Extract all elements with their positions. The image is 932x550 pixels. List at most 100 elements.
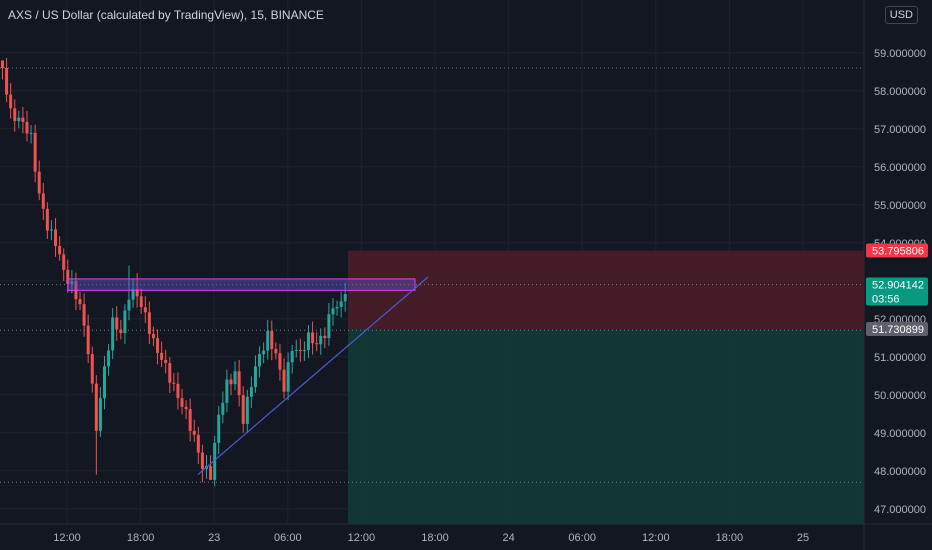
candle-up xyxy=(233,371,237,385)
y-tick-label: 50.000000 xyxy=(874,390,926,402)
candle-up xyxy=(286,362,290,392)
candle-down xyxy=(209,465,213,480)
candle-down xyxy=(115,317,119,330)
candle-up xyxy=(266,331,270,351)
candle-up xyxy=(335,306,339,309)
candle-up xyxy=(111,317,115,351)
y-tick-label: 55.000000 xyxy=(874,200,926,212)
candle-down xyxy=(315,343,319,345)
candle-down xyxy=(143,307,147,313)
candle-down xyxy=(180,398,184,407)
last-price-label-bg xyxy=(866,277,928,306)
candle-down xyxy=(33,132,37,172)
x-tick-label: 06:00 xyxy=(274,532,302,544)
target-price-label-bg xyxy=(866,322,928,337)
x-tick-label: 18:00 xyxy=(421,532,449,544)
candle-down xyxy=(94,383,98,431)
x-tick-label: 25 xyxy=(797,532,809,544)
candle-down xyxy=(119,329,123,334)
x-tick-label: 12:00 xyxy=(53,532,81,544)
candle-up xyxy=(221,402,225,415)
candle-down xyxy=(5,68,9,95)
y-tick-label: 48.000000 xyxy=(874,466,926,478)
candle-up xyxy=(29,132,33,134)
candle-down xyxy=(54,229,58,246)
currency-selector[interactable]: USD xyxy=(884,6,918,24)
y-tick-label: 57.000000 xyxy=(874,124,926,136)
candle-down xyxy=(278,353,282,370)
candle-up xyxy=(131,289,135,300)
candle-up xyxy=(343,294,347,302)
candle-down xyxy=(274,349,278,354)
candle-down xyxy=(90,354,94,384)
candle-down xyxy=(9,94,13,109)
candle-up xyxy=(319,335,323,345)
x-tick-label: 18:00 xyxy=(127,532,155,544)
candle-up xyxy=(127,299,131,311)
stop-price-label: 53.795806 xyxy=(872,246,924,258)
candle-up xyxy=(245,396,249,424)
y-tick-label: 59.000000 xyxy=(874,48,926,60)
candle-down xyxy=(139,296,143,308)
candle-down xyxy=(151,333,155,339)
candle-down xyxy=(196,434,200,453)
candle-down xyxy=(168,363,172,383)
candle-up xyxy=(262,350,266,355)
chart-title: AXS / US Dollar (calculated by TradingVi… xyxy=(8,8,324,22)
candle-down xyxy=(25,121,29,134)
candle-down xyxy=(237,371,241,396)
candle-down xyxy=(13,108,17,122)
candle-down xyxy=(58,245,62,255)
candle-down xyxy=(270,331,274,350)
x-tick-label: 12:00 xyxy=(348,532,376,544)
candle-down xyxy=(192,430,196,435)
candle-down xyxy=(82,304,86,326)
candle-up xyxy=(290,350,294,363)
y-tick-label: 51.000000 xyxy=(874,352,926,364)
candle-up xyxy=(123,310,127,334)
candle-up xyxy=(98,398,102,431)
candle-up xyxy=(213,442,217,480)
take-profit-zone xyxy=(348,329,864,524)
y-tick-label: 49.000000 xyxy=(874,428,926,440)
y-tick-label: 56.000000 xyxy=(874,162,926,174)
candle-up xyxy=(258,354,262,367)
candle-up xyxy=(339,301,343,307)
candle-down xyxy=(172,382,176,384)
candle-down xyxy=(229,379,233,385)
candle-up xyxy=(217,414,221,443)
x-tick-label: 23 xyxy=(208,532,220,544)
y-tick-label: 58.000000 xyxy=(874,86,926,98)
countdown-label: 03:56 xyxy=(872,293,900,305)
candle-up xyxy=(225,379,229,403)
stop-loss-zone xyxy=(348,250,864,330)
y-tick-label: 47.000000 xyxy=(874,504,926,516)
candle-down xyxy=(176,383,180,399)
candle-up xyxy=(17,117,21,122)
candle-down xyxy=(160,352,164,360)
candle-down xyxy=(241,395,245,424)
candle-down xyxy=(164,359,168,364)
x-tick-label: 06:00 xyxy=(568,532,596,544)
candle-down xyxy=(147,312,151,334)
candle-up xyxy=(294,349,298,351)
ascending-support-line[interactable] xyxy=(197,276,429,476)
candle-up xyxy=(307,332,310,350)
candle-down xyxy=(188,409,192,431)
candle-down xyxy=(135,289,139,297)
candle-down xyxy=(1,60,4,68)
candle-up xyxy=(249,387,253,397)
candle-up xyxy=(107,350,111,367)
stop-price-label-bg xyxy=(866,243,928,258)
candle-down xyxy=(156,338,160,353)
candle-down xyxy=(37,171,41,194)
candle-down xyxy=(45,208,49,231)
candle-down xyxy=(62,254,66,270)
x-tick-label: 24 xyxy=(502,532,514,544)
candle-down xyxy=(41,193,45,209)
candle-up xyxy=(70,281,74,284)
x-tick-label: 12:00 xyxy=(642,532,670,544)
resistance-zone-rectangle[interactable] xyxy=(67,278,416,291)
candle-down xyxy=(86,325,90,355)
